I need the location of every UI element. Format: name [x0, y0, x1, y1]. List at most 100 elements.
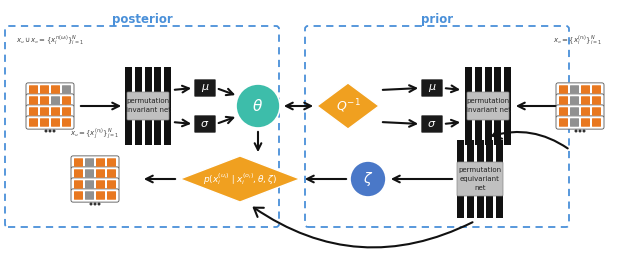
FancyBboxPatch shape	[592, 96, 601, 105]
FancyBboxPatch shape	[581, 85, 590, 94]
Text: permutation: permutation	[467, 98, 509, 104]
Text: $\theta$: $\theta$	[252, 98, 264, 114]
Bar	[164, 67, 171, 145]
FancyBboxPatch shape	[457, 162, 503, 196]
FancyBboxPatch shape	[195, 116, 216, 133]
Bar	[504, 67, 511, 145]
Text: $\sigma$: $\sigma$	[428, 119, 436, 129]
FancyBboxPatch shape	[96, 158, 105, 167]
FancyBboxPatch shape	[40, 96, 49, 105]
FancyBboxPatch shape	[570, 118, 579, 127]
FancyBboxPatch shape	[29, 118, 38, 127]
FancyBboxPatch shape	[85, 169, 94, 178]
Circle shape	[93, 202, 97, 205]
Bar	[494, 67, 501, 145]
FancyBboxPatch shape	[26, 105, 74, 118]
Bar	[467, 140, 474, 218]
Bar	[486, 140, 493, 218]
Circle shape	[350, 161, 386, 197]
Text: $x_{\mathcal{u}} = \{x_j^{(n_j)}\}_{j=1}^N$: $x_{\mathcal{u}} = \{x_j^{(n_j)}\}_{j=1}…	[70, 126, 120, 142]
FancyBboxPatch shape	[51, 85, 60, 94]
Circle shape	[575, 130, 577, 133]
FancyBboxPatch shape	[592, 107, 601, 116]
Polygon shape	[317, 83, 379, 129]
FancyBboxPatch shape	[26, 94, 74, 107]
Text: prior: prior	[421, 13, 453, 26]
FancyBboxPatch shape	[40, 118, 49, 127]
FancyBboxPatch shape	[96, 191, 105, 200]
Bar	[496, 140, 503, 218]
FancyBboxPatch shape	[29, 107, 38, 116]
FancyBboxPatch shape	[581, 118, 590, 127]
FancyBboxPatch shape	[29, 96, 38, 105]
FancyBboxPatch shape	[556, 83, 604, 96]
FancyBboxPatch shape	[74, 180, 83, 189]
Bar	[457, 140, 464, 218]
FancyArrowPatch shape	[254, 208, 472, 247]
Text: $Q^{-1}$: $Q^{-1}$	[335, 97, 360, 115]
Circle shape	[236, 84, 280, 128]
FancyBboxPatch shape	[85, 180, 94, 189]
FancyBboxPatch shape	[96, 180, 105, 189]
FancyBboxPatch shape	[559, 85, 568, 94]
Text: $p(x_i^{(u_i)} \mid x_i^{(o_i)}, \theta, \zeta)$: $p(x_i^{(u_i)} \mid x_i^{(o_i)}, \theta,…	[203, 171, 277, 187]
FancyBboxPatch shape	[85, 158, 94, 167]
FancyBboxPatch shape	[96, 169, 105, 178]
Circle shape	[52, 130, 56, 133]
FancyBboxPatch shape	[62, 118, 71, 127]
Text: $x_{\mathcal{u}} \cup x_{\mathcal{o}} = \{x_i^{n(\omega_i)}\}_{i=1}^N$: $x_{\mathcal{u}} \cup x_{\mathcal{o}} = …	[16, 34, 84, 48]
FancyBboxPatch shape	[570, 85, 579, 94]
FancyBboxPatch shape	[559, 107, 568, 116]
Bar	[475, 67, 482, 145]
FancyBboxPatch shape	[107, 158, 116, 167]
Text: $\mu$: $\mu$	[201, 82, 209, 94]
FancyBboxPatch shape	[40, 85, 49, 94]
FancyBboxPatch shape	[556, 116, 604, 129]
Bar	[154, 67, 161, 145]
Circle shape	[579, 130, 582, 133]
Text: permutation: permutation	[127, 98, 170, 104]
Bar	[484, 67, 492, 145]
FancyBboxPatch shape	[51, 107, 60, 116]
Text: $\mu$: $\mu$	[428, 82, 436, 94]
FancyBboxPatch shape	[581, 107, 590, 116]
FancyBboxPatch shape	[127, 92, 169, 120]
FancyBboxPatch shape	[74, 191, 83, 200]
FancyBboxPatch shape	[107, 180, 116, 189]
FancyBboxPatch shape	[107, 169, 116, 178]
Bar	[135, 67, 141, 145]
FancyBboxPatch shape	[556, 94, 604, 107]
FancyBboxPatch shape	[556, 105, 604, 118]
Text: permutation: permutation	[458, 167, 502, 173]
FancyBboxPatch shape	[467, 92, 509, 120]
FancyBboxPatch shape	[592, 85, 601, 94]
Text: invariant net: invariant net	[125, 107, 170, 113]
FancyBboxPatch shape	[29, 85, 38, 94]
FancyBboxPatch shape	[71, 156, 119, 169]
FancyBboxPatch shape	[195, 80, 216, 97]
FancyBboxPatch shape	[62, 107, 71, 116]
Text: invariant net: invariant net	[465, 107, 511, 113]
Text: $\sigma$: $\sigma$	[200, 119, 210, 129]
Text: equivariant: equivariant	[460, 176, 500, 182]
FancyBboxPatch shape	[581, 96, 590, 105]
Text: posterior: posterior	[111, 13, 172, 26]
Circle shape	[97, 202, 100, 205]
Text: $x_{\mathcal{o}} = \{x_i^{(n_i)}\}_{i=1}^N$: $x_{\mathcal{o}} = \{x_i^{(n_i)}\}_{i=1}…	[554, 34, 603, 48]
FancyArrowPatch shape	[492, 128, 568, 148]
FancyBboxPatch shape	[422, 116, 442, 133]
Bar	[477, 140, 483, 218]
Circle shape	[45, 130, 47, 133]
FancyBboxPatch shape	[40, 107, 49, 116]
FancyBboxPatch shape	[71, 167, 119, 180]
FancyBboxPatch shape	[62, 85, 71, 94]
FancyBboxPatch shape	[570, 96, 579, 105]
FancyBboxPatch shape	[71, 189, 119, 202]
Text: $\zeta$: $\zeta$	[363, 170, 373, 188]
Polygon shape	[180, 156, 300, 202]
Bar	[145, 67, 152, 145]
FancyBboxPatch shape	[74, 158, 83, 167]
FancyBboxPatch shape	[51, 118, 60, 127]
FancyBboxPatch shape	[85, 191, 94, 200]
FancyBboxPatch shape	[559, 96, 568, 105]
